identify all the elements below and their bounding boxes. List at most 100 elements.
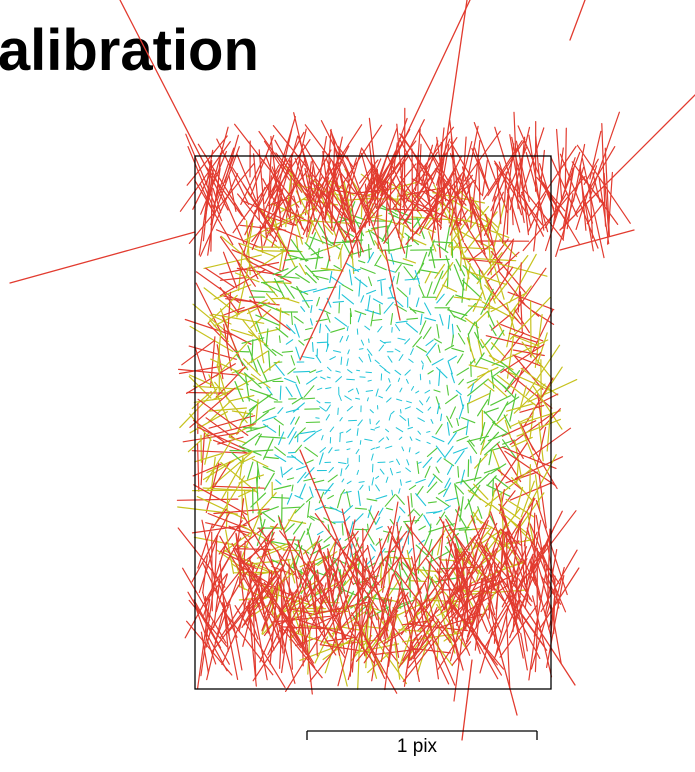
distortion-vector [309, 318, 313, 326]
distortion-vector [534, 530, 552, 570]
distortion-vector [428, 523, 456, 533]
distortion-vector [266, 570, 271, 598]
distortion-vector [325, 324, 331, 332]
distortion-vector [189, 411, 228, 434]
distortion-vector [243, 372, 262, 389]
distortion-vector [405, 480, 412, 483]
distortion-vector [428, 258, 450, 261]
distortion-vector [506, 594, 548, 651]
distortion-vector [329, 426, 335, 433]
distortion-vector [471, 147, 489, 189]
distortion-vector [328, 447, 333, 454]
distortion-vector [379, 364, 387, 371]
distortion-vector [303, 432, 316, 443]
distortion-vector [268, 350, 271, 371]
distortion-vector [320, 267, 344, 272]
distortion-vector [223, 549, 275, 573]
distortion-vector [606, 171, 614, 245]
distortion-vector [436, 324, 440, 339]
distortion-vector [250, 492, 267, 508]
distortion-vector [307, 500, 311, 518]
distortion-vector [379, 468, 385, 475]
distortion-vector [318, 542, 345, 640]
distortion-vector [392, 296, 404, 308]
distortion-vector [467, 370, 490, 389]
distortion-vector [424, 165, 432, 216]
distortion-vector [491, 449, 503, 476]
distortion-vector [522, 176, 586, 252]
distortion-vector [399, 506, 406, 514]
distortion-vector [387, 355, 393, 363]
distortion-vector [436, 366, 448, 379]
distortion-vector [512, 354, 544, 368]
distortion-vector [484, 191, 504, 236]
distortion-vector [370, 310, 374, 327]
distortion-vector [418, 130, 462, 204]
distortion-vector [422, 140, 439, 189]
distortion-vector [410, 493, 413, 508]
distortion-vector [242, 540, 246, 580]
distortion-vector [306, 376, 318, 385]
distortion-vector [452, 604, 474, 634]
distortion-vector [299, 483, 306, 499]
distortion-vector [269, 578, 279, 665]
distortion-vector [461, 659, 473, 741]
distortion-vector [270, 116, 296, 199]
distortion-vector [400, 409, 402, 414]
distortion-vector [451, 226, 495, 251]
distortion-vector [404, 278, 420, 281]
distortion-vector [488, 499, 493, 518]
distortion-vector [360, 152, 378, 209]
distortion-vector [366, 397, 369, 402]
distortion-vector [454, 483, 465, 495]
distortion-vector [274, 363, 285, 376]
distortion-vector [358, 348, 364, 350]
distortion-vector [404, 369, 411, 376]
distortion-vector [359, 484, 364, 490]
distortion-vector [517, 262, 522, 313]
distortion-vector [241, 538, 275, 564]
distortion-vector [569, 0, 586, 41]
distortion-vector [450, 200, 454, 256]
distortion-vector [290, 416, 296, 425]
distortion-vector [389, 518, 395, 526]
distortion-vector [193, 397, 222, 403]
distortion-vector [346, 155, 384, 253]
distortion-vector [456, 417, 460, 427]
distortion-vector [232, 158, 288, 234]
distortion-vector [519, 291, 523, 333]
distortion-vector [500, 323, 544, 342]
distortion-vector [396, 458, 400, 465]
distortion-vector [487, 433, 507, 442]
distortion-vector [341, 284, 354, 292]
distortion-vector [203, 287, 239, 316]
distortion-vector [468, 364, 489, 370]
distortion-vector [433, 270, 444, 295]
distortion-vector [456, 367, 470, 376]
distortion-vector [380, 280, 383, 296]
distortion-vector [415, 544, 430, 558]
distortion-vector [269, 135, 299, 237]
distortion-vector [390, 312, 394, 326]
distortion-vector [303, 385, 315, 398]
distortion-vector [494, 162, 528, 215]
distortion-vector [330, 327, 346, 333]
distortion-vector [238, 564, 255, 632]
distortion-vector [193, 484, 249, 516]
distortion-vector [494, 476, 511, 490]
distortion-vector [296, 569, 324, 609]
distortion-vector [508, 332, 538, 343]
distortion-vector [415, 533, 445, 572]
distortion-vector [521, 187, 565, 241]
distortion-vector [226, 565, 284, 634]
distortion-vector [236, 259, 263, 318]
distortion-vector [333, 264, 342, 271]
distortion-vector [346, 170, 360, 258]
distortion-vector [415, 390, 420, 394]
distortion-vector [378, 507, 384, 516]
distortion-vector [411, 148, 414, 242]
distortion-vector [525, 152, 549, 233]
distortion-vector [370, 543, 376, 552]
distortion-vector [186, 620, 233, 676]
distortion-vector [285, 128, 307, 218]
